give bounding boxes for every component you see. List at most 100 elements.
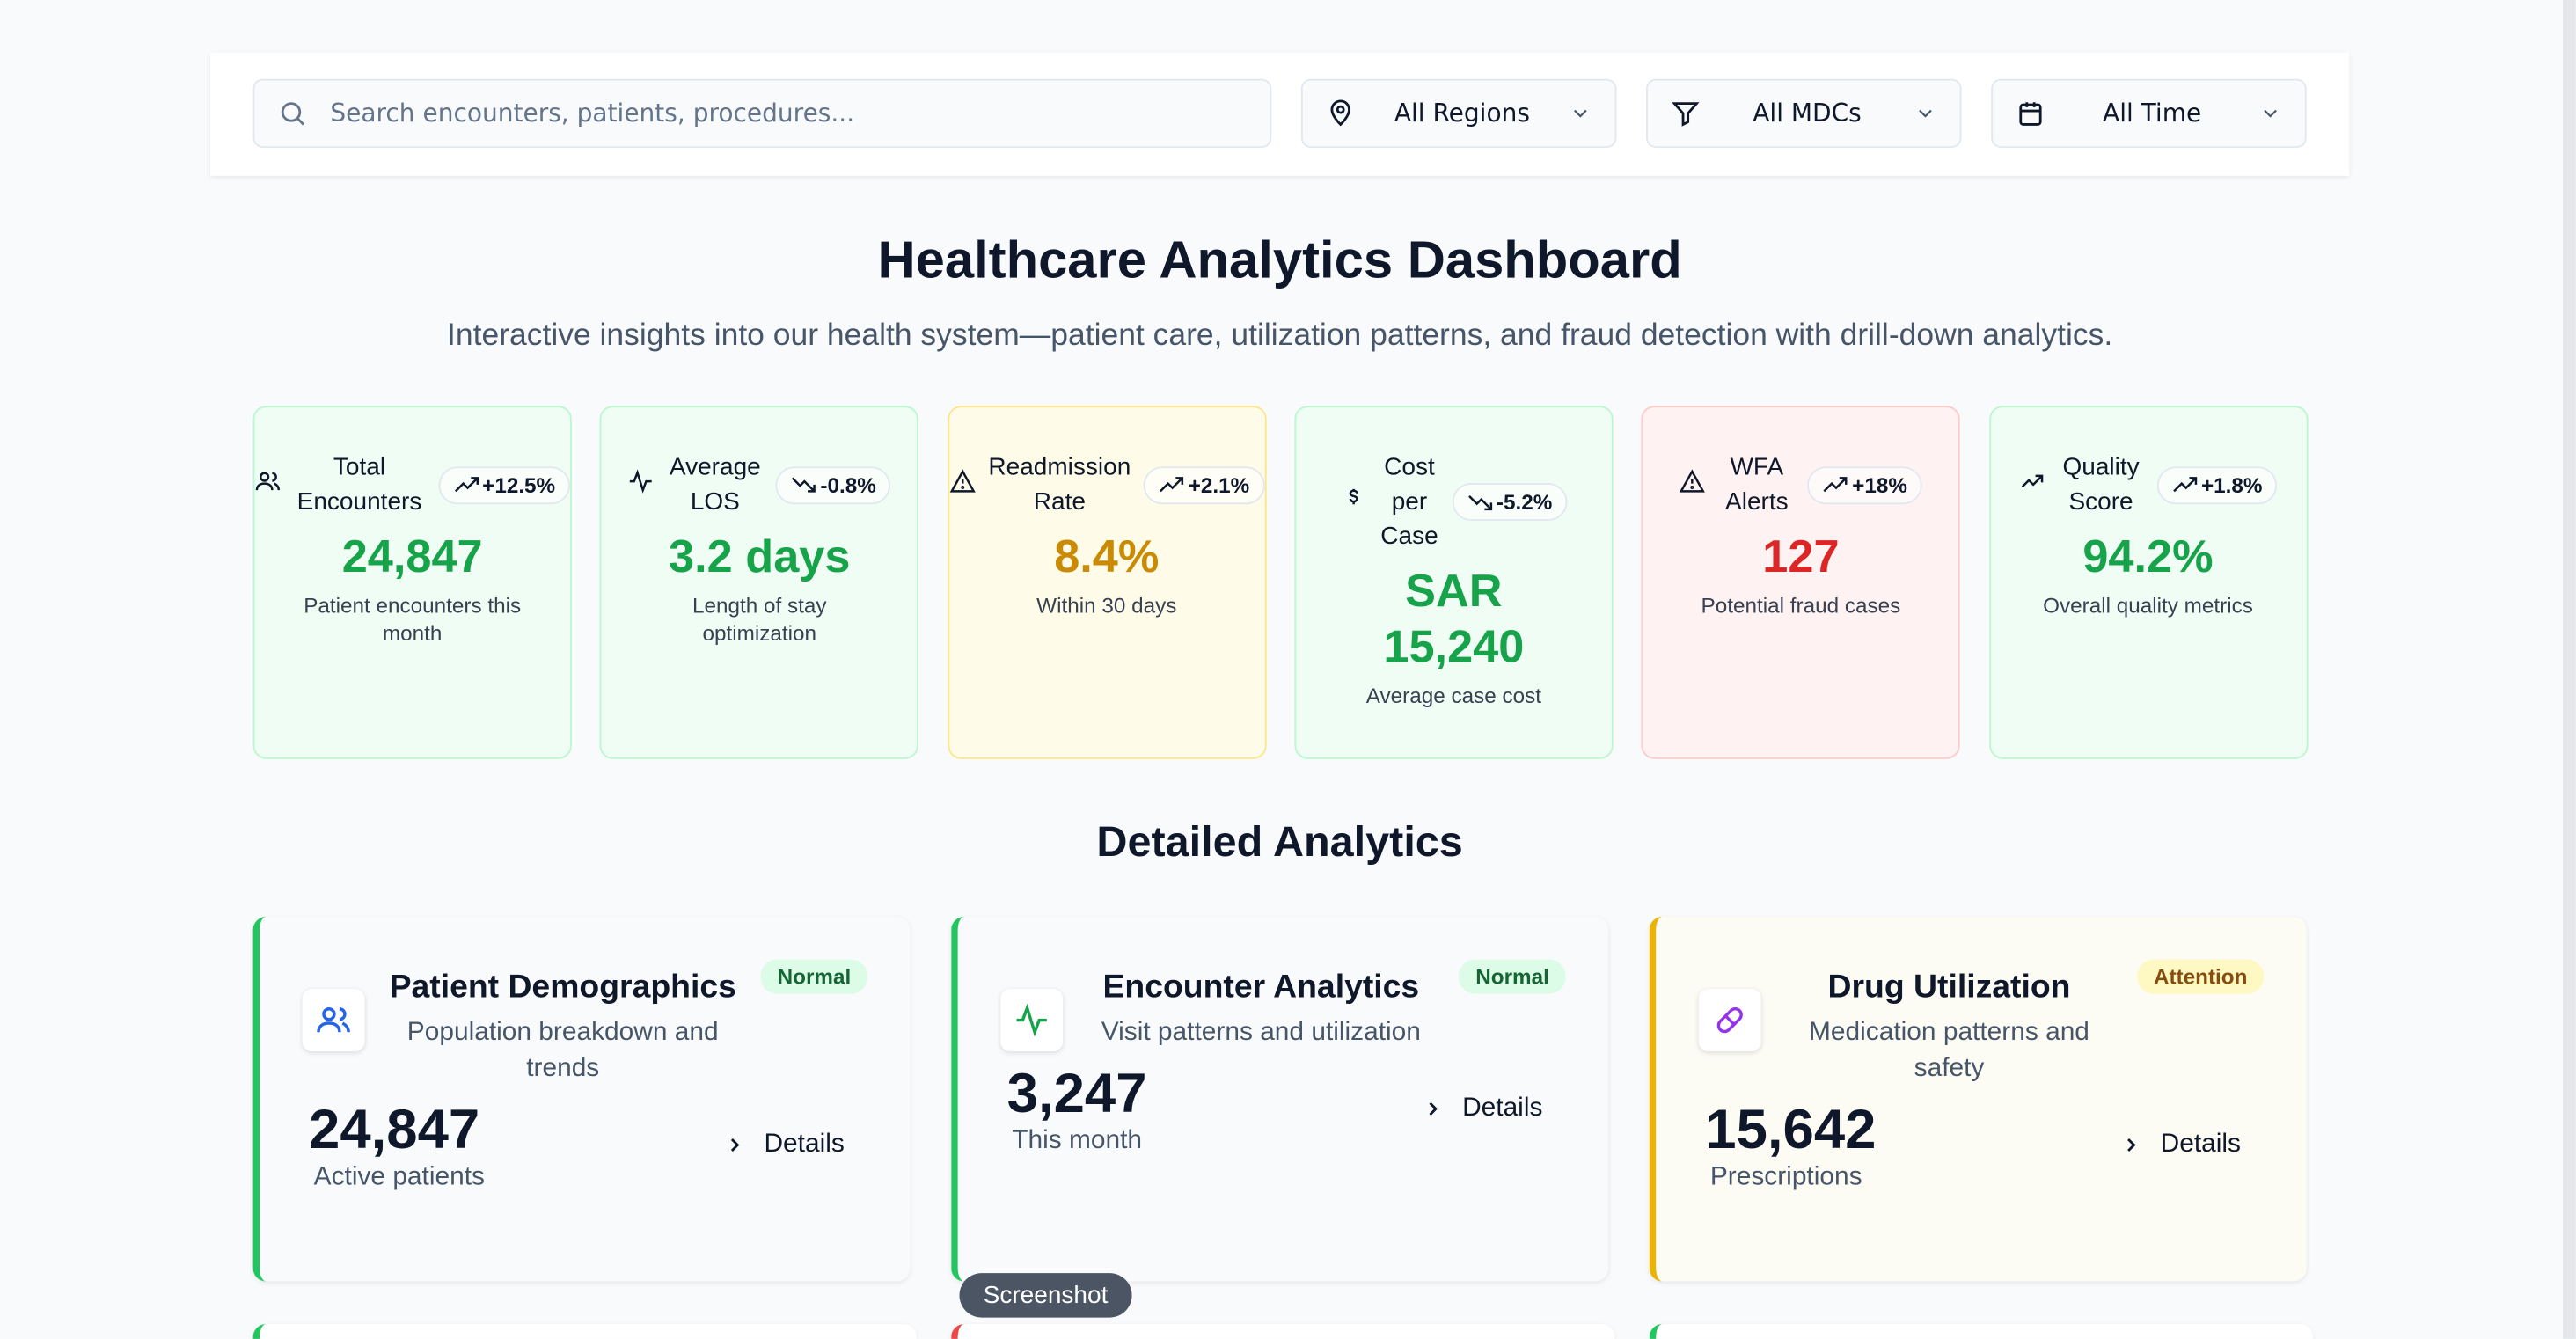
card-header: Encounter Analytics Visit patterns and ut… [1000,959,1566,1052]
card-metric-row: 3,247 This month Details [1000,1061,1565,1156]
card-title: Patient Demographics [389,969,736,1006]
kpi-description: Average case cost [1365,683,1541,708]
card-metric: 3,247 This month [1007,1061,1147,1156]
kpi-value: 127 [1762,530,1840,582]
card-peek [1649,1324,2314,1339]
kpi-trend: -0.8% [775,465,891,504]
page-title: Healthcare Analytics Dashboard [877,230,1682,289]
kpi-header: Readmission Rate +2.1% [948,450,1265,519]
kpi-title: Cost per Case [1380,453,1438,551]
card-metric-row: 15,642 Prescriptions Details [1699,1097,2264,1192]
kpi-card: Total Encounters +12.5% 24,847 Patient enco… [252,406,572,759]
card-value-label: Active patients [313,1163,485,1191]
details-label: Details [1462,1094,1543,1123]
card-heading: Patient Demographics Population breakdown… [365,960,761,1088]
kpi-trend-text: +18% [1852,472,1907,497]
analytics-card[interactable]: Drug Utilization Medication patterns and … [1649,916,2307,1282]
tooltip: Screenshot [959,1273,1132,1318]
card-title: Drug Utilization [1827,969,2071,1006]
kpi-icon [628,467,655,501]
details-button[interactable]: Details [725,1130,845,1160]
analytics-card[interactable]: Encounter Analytics Visit patterns and ut… [951,916,1609,1282]
kpi-icon [948,467,976,501]
card-value-label: This month [1012,1126,1143,1155]
kpi-header: WFA Alerts +18% [1643,450,1959,519]
scrollbar [2562,0,2576,1339]
card-value: 3,247 [1006,1063,1147,1126]
kpi-icon [254,467,281,501]
kpi-value: 8.4% [1054,530,1160,582]
kpi-card: Readmission Rate +2.1% 8.4% Within 30 days [947,406,1266,759]
kpi-header: Cost per Case -5.2% [1296,450,1612,554]
status-badge: Attention [2137,959,2265,994]
kpi-trend: -5.2% [1452,482,1568,521]
kpi-trend-text: +2.1% [1188,472,1250,497]
kpi-description: Patient encounters this month [304,593,522,646]
card-description: Visit patterns and utilization [1101,1018,1421,1047]
page-subtitle: Interactive insights into our health sys… [447,318,2113,354]
kpi-trend-text: +1.8% [2200,472,2263,497]
kpi-card: Quality Score +1.8% 94.2% Overall quality m… [1988,406,2308,759]
region-label: All Regions [1394,99,1530,128]
kpi-value: 24,847 [341,530,483,582]
kpi-description: Overall quality metrics [2043,593,2253,618]
analytics-card[interactable]: Patient Demographics Population breakdown… [252,916,911,1282]
kpi-icon [1680,467,1706,501]
kpi-title: WFA Alerts [1725,453,1789,516]
card-peek [252,1324,917,1339]
card-heading: Drug Utilization Medication patterns and … [1761,960,2138,1088]
section-title: Detailed Analytics [1096,816,1463,867]
kpi-value: 3.2 days [669,530,851,582]
details-label: Details [2160,1130,2241,1159]
region-dropdown[interactable]: All Regions [1300,78,1617,149]
status-badge: Normal [760,959,867,994]
kpi-icon [1341,485,1367,519]
kpi-trend-text: -5.2% [1496,489,1553,515]
kpi-value: SAR 15,240 [1383,565,1525,672]
card-header: Patient Demographics Population breakdown… [302,959,867,1088]
card-description: Population breakdown and trends [406,1018,719,1083]
kpi-card: Average LOS -0.8% 3.2 days Length of stay o… [600,406,919,759]
card-header: Drug Utilization Medication patterns and … [1698,959,2265,1088]
card-icon [1698,989,1761,1052]
kpi-title: Quality Score [2062,453,2140,516]
details-label: Details [764,1130,845,1159]
kpi-description: Potential fraud cases [1701,593,1901,618]
kpi-card: Cost per Case -5.2% SAR 15,240 Average case… [1294,406,1614,759]
card-value: 15,642 [1705,1099,1877,1162]
card-value: 24,847 [309,1099,480,1162]
kpi-value: 94.2% [2082,530,2214,582]
card-metric: 24,847 Active patients [309,1097,485,1192]
kpi-description: Length of stay optimization [692,593,827,646]
kpi-header: Total Encounters +12.5% [254,450,570,519]
kpi-card: WFA Alerts +18% 127 Potential fraud cases [1641,406,1961,759]
status-badge: Normal [1459,959,1566,994]
card-metric: 15,642 Prescriptions [1705,1097,1876,1192]
card-metric-row: 24,847 Active patients Details [303,1097,867,1192]
kpi-trend: +12.5% [437,465,570,504]
card-heading: Encounter Analytics Visit patterns and ut… [1063,960,1459,1052]
time-label: All Time [2103,99,2202,128]
search-placeholder: Search encounters, patients, procedures.… [330,99,855,128]
kpi-trend: +18% [1807,465,1922,504]
kpi-title: Total Encounters [296,453,422,516]
card-value-label: Prescriptions [1709,1163,1862,1191]
card-peek [951,1324,1615,1339]
mdc-dropdown[interactable]: All MDCs [1646,78,1962,149]
kpi-trend-text: +12.5% [482,472,556,497]
kpi-trend: +1.8% [2156,465,2278,504]
details-button[interactable]: Details [1423,1094,1542,1124]
kpi-header: Average LOS -0.8% [602,450,918,519]
card-icon [302,989,365,1052]
kpi-description: Within 30 days [1036,593,1177,618]
card-description: Medication patterns and safety [1809,1018,2089,1083]
details-button[interactable]: Details [2121,1130,2241,1160]
time-dropdown[interactable]: All Time [1991,78,2307,149]
kpi-icon [2019,467,2045,501]
search-input[interactable]: Search encounters, patients, procedures.… [252,78,1272,149]
kpi-trend-text: -0.8% [820,472,876,497]
kpi-title: Average LOS [669,453,761,516]
